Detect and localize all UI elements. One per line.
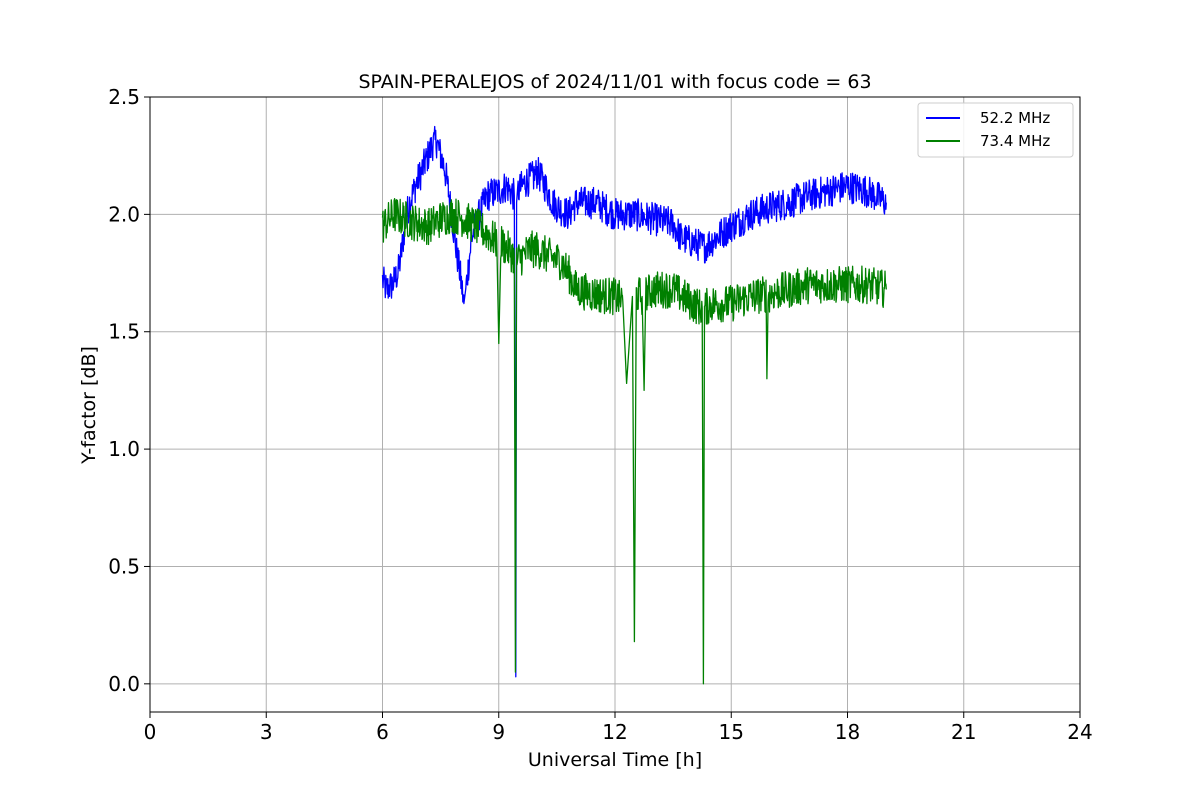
y-tick-label: 2.0 [108, 202, 140, 226]
legend-entries: 52.2 MHz 73.4 MHz [926, 109, 1050, 150]
y-axis-label: Y-factor [dB] [78, 346, 100, 465]
series-line-0 [381, 125, 887, 678]
x-tick-label: 12 [602, 720, 627, 744]
x-tick-label: 21 [951, 720, 976, 744]
y-tick-label: 2.5 [108, 85, 140, 109]
y-tick-label: 1.0 [108, 437, 140, 461]
legend-box [917, 102, 1074, 158]
series-lines [381, 125, 887, 685]
y-tick-label: 0.5 [108, 554, 140, 578]
x-tick-label: 3 [260, 720, 273, 744]
y-tick-label: 0.0 [108, 672, 140, 696]
legend: 52.2 MHz 73.4 MHz [917, 102, 1074, 158]
series-line-1 [381, 197, 887, 685]
legend-label: 73.4 MHz [980, 132, 1050, 150]
x-tick-label: 18 [835, 720, 860, 744]
y-tick-label: 1.5 [108, 320, 140, 344]
x-tick-label: 9 [492, 720, 505, 744]
x-axis-label: Universal Time [h] [528, 749, 702, 771]
x-tick-label: 15 [719, 720, 744, 744]
axis-ticks: 0 3 6 9 12 15 18 21 24 0.0 0.5 1.0 1.5 2.0 2.5 [108, 85, 1093, 744]
legend-label: 52.2 MHz [980, 109, 1050, 127]
x-tick-label: 24 [1067, 720, 1092, 744]
x-tick-label: 0 [144, 720, 157, 744]
x-tick-label: 6 [376, 720, 389, 744]
chart-title: SPAIN-PERALEJOS of 2024/11/01 with focus… [358, 71, 871, 93]
